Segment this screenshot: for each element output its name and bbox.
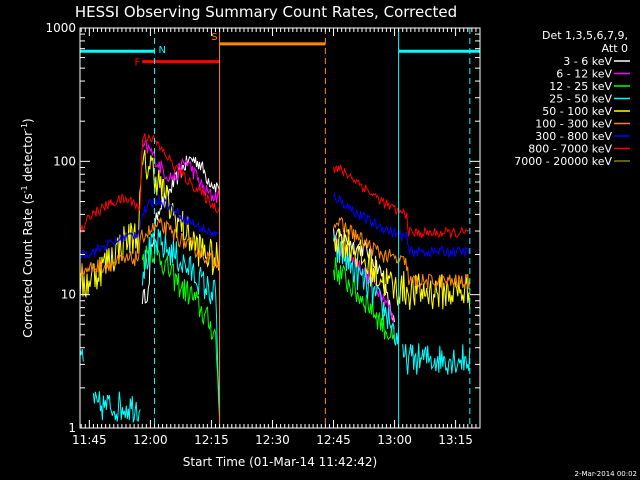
series-line-6-segment-1 (333, 191, 471, 259)
plot-frame (79, 27, 481, 429)
time-markers (153, 28, 471, 428)
series-line-7-segment-1 (333, 163, 470, 239)
x-axis-ticks: 11:45 12:00 12:15 12:30 12:45 13:00 13:15 (72, 28, 481, 447)
y-tick-label: 10 (61, 288, 76, 302)
y-axis-ticks: 1 10 100 1000 (45, 21, 480, 435)
flag-label-s: S (211, 32, 217, 43)
series-line-5-segment-1 (333, 216, 471, 291)
data-series (79, 133, 471, 423)
legend-header-attenuator: Att 0 (602, 42, 628, 55)
y-tick-label: 1 (68, 421, 76, 435)
series-line-2-segment-1 (333, 257, 395, 342)
legend-label-5: 100 - 300 keV (535, 118, 612, 131)
legend-label-7: 800 - 7000 keV (528, 143, 612, 156)
series-line-3-segment-1 (92, 391, 141, 423)
series-line-3-segment-3 (333, 235, 400, 346)
x-tick-label: 13:15 (438, 433, 473, 447)
x-tick-label: 12:30 (255, 433, 290, 447)
flag-label-n: N (158, 45, 165, 56)
x-tick-label: 13:00 (377, 433, 412, 447)
series-line-1-segment-1 (333, 236, 395, 329)
series-line-7-segment-0 (79, 133, 221, 234)
date-stamp: 2-Mar-2014 00:02 (575, 470, 637, 478)
x-tick-label: 12:15 (194, 433, 229, 447)
y-axis-label: Corrected Count Rate (s-1 detector-1) (20, 118, 35, 337)
attenuator-flags: F N S (80, 32, 480, 69)
x-tick-label: 11:45 (72, 433, 107, 447)
x-tick-label: 12:00 (133, 433, 168, 447)
x-tick-label: 12:45 (316, 433, 351, 447)
x-axis-label: Start Time (01-Mar-14 11:42:42) (183, 455, 377, 469)
y-tick-label: 100 (53, 154, 76, 168)
legend-label-3: 25 - 50 keV (549, 93, 612, 106)
flag-label-f: F (134, 58, 140, 69)
series-line-4-segment-0 (79, 149, 221, 301)
series-line-3-segment-0 (79, 349, 84, 362)
series-line-3-segment-4 (402, 343, 471, 375)
legend-header-detectors: Det 1,3,5,6,7,9, (542, 29, 628, 42)
y-tick-label: 1000 (45, 21, 76, 35)
series-line-5-segment-0 (79, 216, 221, 279)
legend-label-8: 7000 - 20000 keV (514, 155, 612, 168)
chart-title: HESSI Observing Summary Count Rates, Cor… (75, 3, 457, 21)
legend-label-0: 3 - 6 keV (563, 55, 612, 68)
series-line-6-segment-0 (79, 194, 221, 259)
legend-label-2: 12 - 25 keV (549, 80, 612, 93)
legend-label-1: 6 - 12 keV (556, 68, 612, 81)
series-line-2-segment-0 (141, 244, 221, 420)
series-line-1-segment-0 (141, 139, 221, 204)
legend-label-6: 300 - 800 keV (535, 130, 612, 143)
legend-label-4: 50 - 100 keV (542, 105, 612, 118)
series-line-3-segment-2 (141, 228, 221, 417)
